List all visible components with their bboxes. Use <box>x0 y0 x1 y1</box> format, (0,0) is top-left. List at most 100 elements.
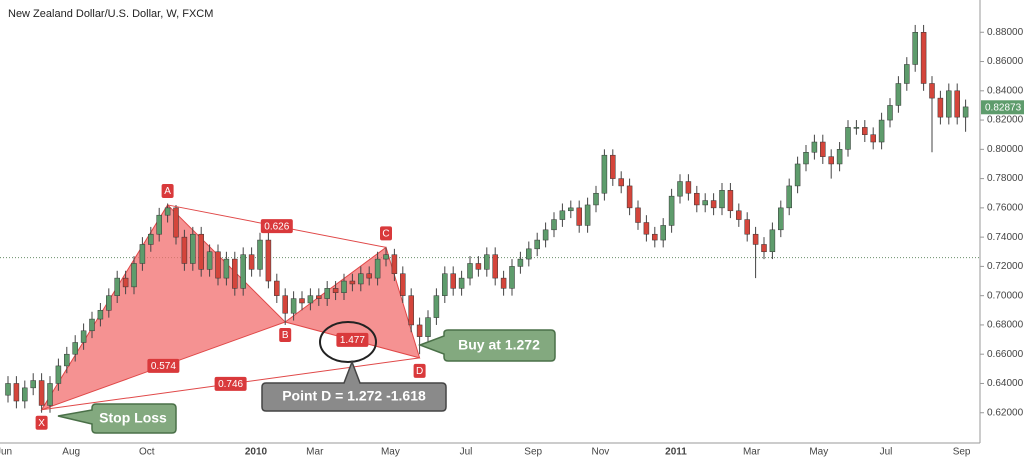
x-tick-label: 2011 <box>665 447 687 458</box>
candle-body <box>744 219 750 235</box>
candle-body <box>542 229 549 241</box>
point-box <box>35 415 48 430</box>
candle-body <box>946 90 952 118</box>
candle-body <box>526 248 532 260</box>
point-label: D <box>416 366 423 377</box>
point-label: A <box>164 186 171 197</box>
candle-body <box>702 200 708 206</box>
callout-text: Stop Loss <box>99 410 167 426</box>
candle-body <box>223 258 230 279</box>
candle-body <box>72 342 78 355</box>
point-box <box>161 183 174 198</box>
candle-body <box>148 233 154 245</box>
x-tick-label: Jul <box>460 447 473 458</box>
candle-body <box>584 204 591 226</box>
candle-body <box>836 149 843 165</box>
chart-title: New Zealand Dollar/U.S. Dollar, W, FXCM <box>8 8 213 20</box>
y-tick-label: 0.74000 <box>987 232 1024 243</box>
candle-body <box>862 127 868 135</box>
y-tick-label: 0.72000 <box>987 261 1024 272</box>
candle-body <box>215 251 221 279</box>
candle-body <box>458 277 465 289</box>
candle-body <box>232 258 238 289</box>
candle-body <box>97 310 104 320</box>
buy-callout: Buy at 1.272 <box>417 329 556 362</box>
candle-body <box>139 244 146 264</box>
candle-body <box>30 380 36 389</box>
highlight-ellipse <box>319 321 377 363</box>
candle-body <box>89 318 95 332</box>
stop-callout: Stop Loss <box>57 403 177 434</box>
point-box <box>413 363 426 378</box>
candle-body <box>727 190 734 212</box>
last-price-tag <box>981 100 1024 115</box>
candle-body <box>156 214 162 235</box>
point-box <box>279 328 292 343</box>
candle-body <box>929 83 935 99</box>
x-tick-label: Nov <box>592 447 610 458</box>
x-tick-label: 2010 <box>245 447 268 458</box>
candle-body <box>962 106 969 118</box>
candle-body <box>626 185 633 209</box>
candle-body <box>80 330 87 343</box>
candle-body <box>47 383 53 406</box>
candle-body <box>55 365 62 384</box>
candle-body <box>912 32 918 65</box>
candle-body <box>265 239 272 282</box>
candle-body <box>652 233 658 241</box>
x-tick-label: Jun <box>0 447 12 458</box>
candle-body <box>164 207 171 216</box>
candle-body <box>282 295 288 314</box>
x-tick-label: Aug <box>62 447 80 458</box>
candle-body <box>643 222 650 235</box>
y-tick-label: 0.84000 <box>987 85 1024 96</box>
candle-body <box>534 239 540 250</box>
candle-body <box>719 190 725 209</box>
candle-body <box>467 263 473 279</box>
candle-body <box>811 141 818 153</box>
y-tick-label: 0.82000 <box>987 115 1024 126</box>
candle-body <box>937 97 944 118</box>
candle-body <box>433 295 440 318</box>
point-box <box>380 226 392 241</box>
candle-body <box>803 152 809 165</box>
point-label: X <box>38 418 45 429</box>
candle-body <box>274 280 280 296</box>
candle-body <box>181 236 188 264</box>
y-tick-label: 0.88000 <box>987 27 1024 38</box>
callout-box <box>417 329 556 362</box>
callout-box <box>261 359 447 412</box>
y-tick-label: 0.64000 <box>987 378 1024 389</box>
candle-body <box>845 127 851 150</box>
candle-body <box>484 254 490 270</box>
x-tick-label: Mar <box>306 447 324 458</box>
candle-body <box>206 251 213 270</box>
x-tick-label: May <box>809 447 828 458</box>
point-label: C <box>382 229 389 240</box>
candle-body <box>694 192 700 206</box>
candle-body <box>500 277 507 289</box>
candle-body <box>64 353 70 367</box>
candle-body <box>299 298 305 304</box>
candle-body <box>778 207 784 231</box>
point-d-callout: Point D = 1.272 -1.618 <box>261 321 447 412</box>
candle-body <box>677 181 683 197</box>
y-tick-label: 0.86000 <box>987 56 1024 67</box>
candle-body <box>122 277 129 288</box>
candle-body <box>358 273 364 285</box>
candle-body <box>685 181 692 194</box>
candle-body <box>307 295 314 304</box>
candle-body <box>400 273 406 296</box>
candle-body <box>106 295 112 311</box>
ratio-label: 0.574 <box>151 361 176 372</box>
callout-text: Point D = 1.272 -1.618 <box>282 388 426 404</box>
last-price-label: 0.82873 <box>985 102 1022 113</box>
candle-body <box>610 154 616 179</box>
candle-body <box>5 383 11 396</box>
y-tick-label: 0.78000 <box>987 173 1024 184</box>
candle-body <box>710 200 717 209</box>
y-tick-label: 0.80000 <box>987 144 1024 155</box>
candle-body <box>408 295 414 326</box>
candle-body <box>240 254 246 289</box>
